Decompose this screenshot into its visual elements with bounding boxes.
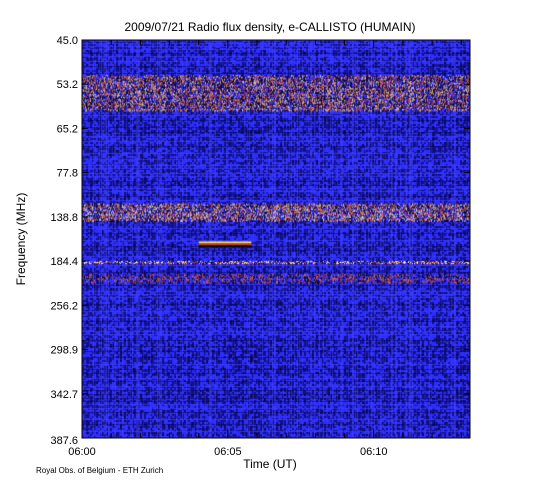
y-tick-label: 298.9 [50, 345, 78, 357]
y-tick-label: 138.8 [50, 212, 78, 224]
y-tick-label: 184.4 [50, 256, 78, 268]
y-tick-label: 256.2 [50, 300, 78, 312]
x-tick-label: 06:05 [214, 446, 242, 458]
y-tick-label: 342.7 [50, 389, 78, 401]
spectrogram-heatmap [82, 40, 470, 438]
spectrogram-image [82, 40, 470, 438]
x-tick-label: 06:00 [68, 446, 96, 458]
y-axis-label: Frequency (MHz) [14, 193, 28, 286]
plot-frame [81, 39, 471, 439]
x-axis-label: Time (UT) [243, 457, 297, 471]
y-tick-label: 77.8 [57, 168, 78, 180]
x-axis: 06:00 06:05 06:10 [68, 40, 462, 458]
y-tick-label: 45.0 [57, 35, 78, 47]
y-tick-label: 387.6 [50, 435, 78, 447]
y-tick-label: 65.2 [57, 123, 78, 135]
y-tick-label: 53.2 [57, 79, 78, 91]
credit-text: Royal Obs. of Belgium - ETH Zurich [36, 466, 164, 475]
y-axis: 45.0 53.2 65.2 77.8 138.8 184.4 256.2 298.9 342.… [50, 35, 470, 447]
x-tick-label: 06:10 [360, 446, 388, 458]
chart-title: 2009/07/21 Radio flux density, e-CALLIST… [124, 20, 415, 34]
